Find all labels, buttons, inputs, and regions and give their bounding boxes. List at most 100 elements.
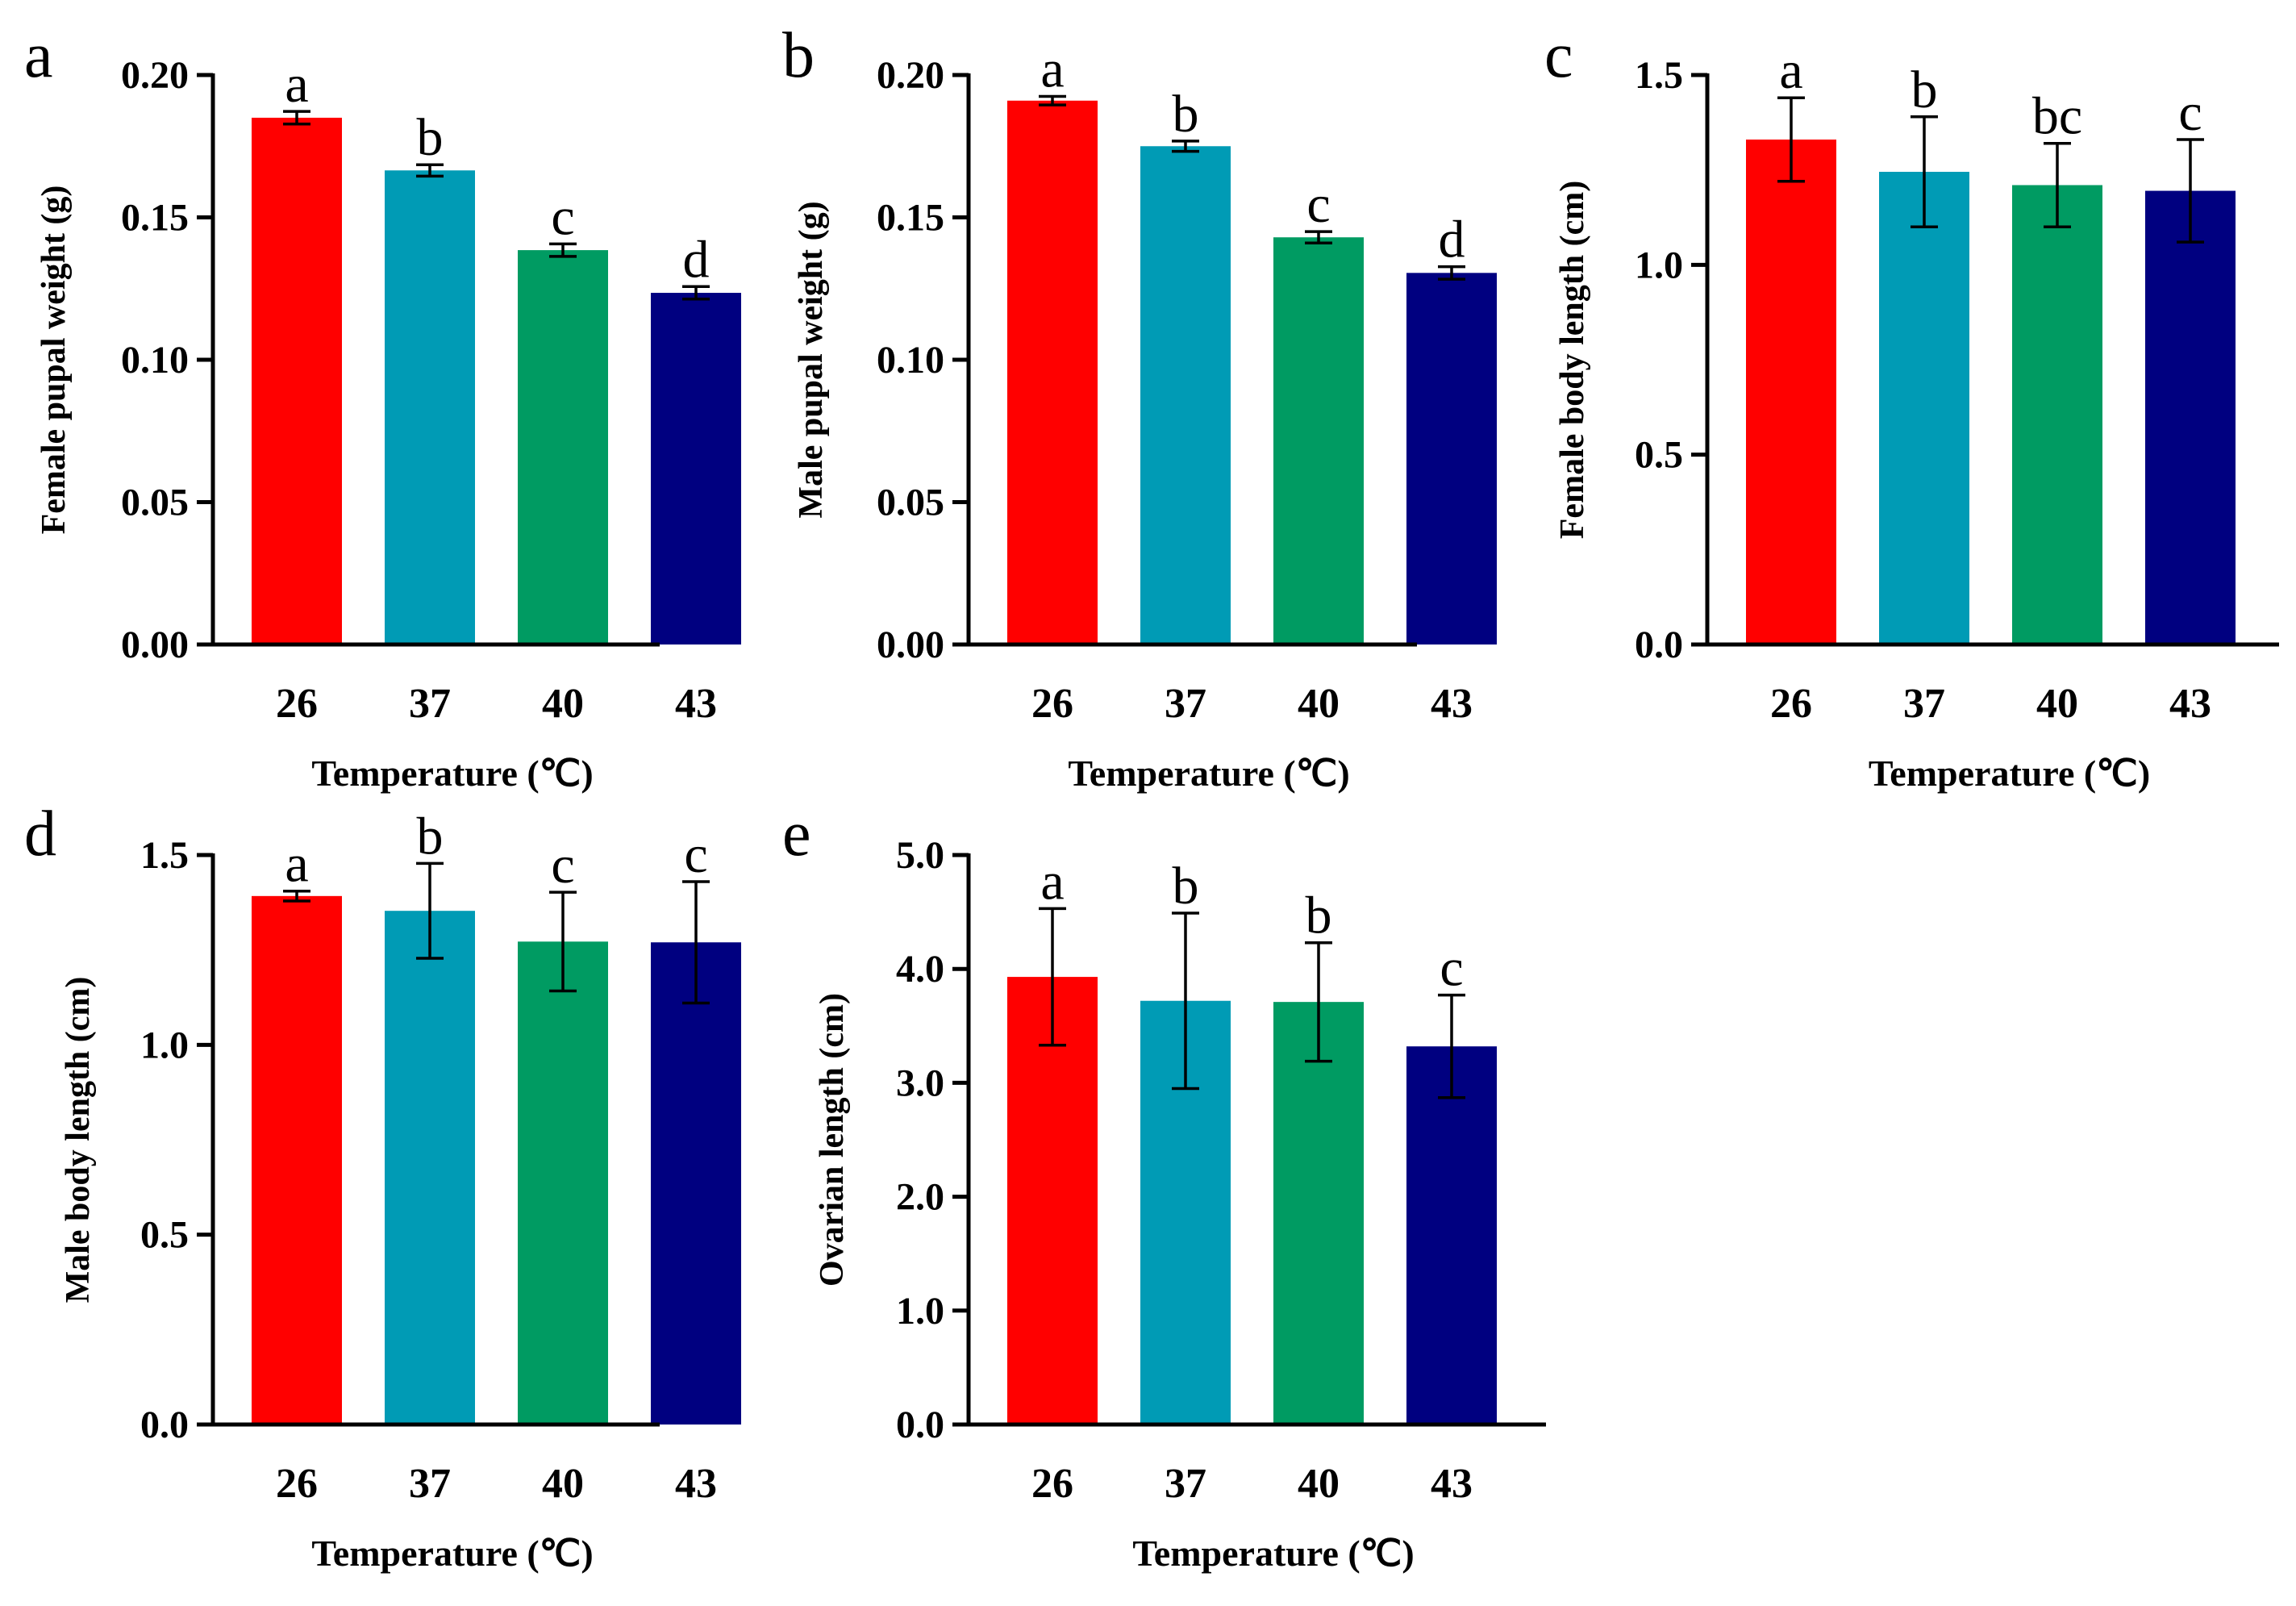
bar-e-40 (1273, 1002, 1364, 1425)
x-tick-label: 37 (1903, 681, 1945, 727)
y-tick-label: 0.10 (121, 339, 189, 382)
x-tick-label: 37 (1165, 1461, 1206, 1507)
bar-a-40 (518, 250, 608, 644)
x-tick-label: 43 (1431, 1461, 1473, 1507)
x-tick-label: 37 (409, 1461, 451, 1507)
y-tick-label: 0.15 (121, 197, 189, 240)
significance-label: b (417, 108, 444, 167)
y-tick-label: 0.05 (877, 482, 944, 524)
x-tick-label: 43 (1431, 681, 1473, 727)
y-tick-label: 2.0 (896, 1176, 944, 1219)
significance-label: c (1440, 939, 1463, 998)
x-tick-label: 26 (1031, 681, 1073, 727)
y-tick-label: 0.15 (877, 197, 944, 240)
y-tick-label: 0.5 (140, 1214, 189, 1257)
x-tick-label: 26 (1770, 681, 1812, 727)
bar-a-43 (651, 293, 741, 644)
y-tick-label: 3.0 (896, 1062, 944, 1104)
x-axis-title: Temperature (℃) (311, 753, 593, 794)
bar-d-43 (651, 942, 741, 1425)
y-tick-label: 1.0 (896, 1290, 944, 1333)
panel-b: b Male pupal weight (g) a 26 b 37 c 40 d 43 0.00 0.… (782, 20, 1497, 794)
y-axis-title: Male body length (cm) (60, 977, 97, 1304)
panel-c: c Female body length (cm) a 26 b 37 bc 40 c 43 0.0… (1544, 20, 2279, 794)
y-tick-label: 0.00 (121, 624, 189, 666)
bar-a-37 (385, 170, 475, 644)
significance-label: d (1439, 211, 1465, 269)
y-tick-label: 1.5 (140, 834, 189, 877)
x-axis-title: Temperature (℃) (1068, 753, 1349, 794)
significance-label: c (551, 187, 574, 246)
y-tick-label: 5.0 (896, 834, 944, 877)
bar-b-43 (1406, 273, 1497, 644)
significance-label: b (1306, 886, 1332, 945)
significance-label: b (1173, 857, 1199, 916)
y-axis-title: Ovarian length (cm) (814, 993, 851, 1287)
y-tick-label: 0.20 (121, 54, 189, 97)
significance-label: a (1040, 852, 1064, 911)
panel-letter: c (1544, 20, 1573, 91)
y-tick-label: 1.0 (140, 1024, 189, 1066)
significance-label: c (684, 825, 707, 884)
significance-label: a (285, 835, 308, 894)
significance-label: c (1306, 175, 1330, 234)
bar-c-40 (2012, 185, 2102, 644)
x-tick-label: 40 (542, 681, 584, 727)
panel-d: d Male body length (cm) a 26 b 37 c 40 c 43 0.0 0.5… (24, 799, 741, 1574)
y-tick-label: 0.10 (877, 339, 944, 382)
significance-label: b (1173, 85, 1199, 144)
x-tick-label: 37 (1165, 681, 1206, 727)
y-tick-label: 1.0 (1635, 244, 1683, 286)
significance-label: b (1911, 60, 1938, 119)
significance-label: b (417, 807, 444, 866)
x-axis-title: Temperature (℃) (1132, 1533, 1414, 1574)
bar-c-26 (1746, 140, 1836, 644)
y-tick-label: 0.0 (1635, 624, 1683, 666)
bar-c-37 (1879, 172, 1969, 644)
x-tick-label: 43 (675, 1461, 717, 1507)
panel-letter: b (782, 20, 815, 91)
figure: aFemale pupal weight (g)a26b37c40d430.00… (0, 0, 2296, 1606)
bar-a-26 (252, 118, 342, 644)
significance-label: a (1779, 41, 1802, 100)
bar-e-43 (1406, 1046, 1497, 1425)
significance-label: c (551, 836, 574, 895)
bar-c-43 (2145, 191, 2236, 644)
x-tick-label: 40 (2036, 681, 2078, 727)
bar-d-40 (518, 941, 608, 1425)
bar-d-37 (385, 911, 475, 1425)
y-tick-label: 0.0 (140, 1404, 189, 1446)
bar-b-40 (1273, 237, 1364, 644)
y-axis-title: Female body length (cm) (1554, 181, 1591, 539)
x-tick-label: 26 (276, 681, 318, 727)
x-tick-label: 43 (2169, 681, 2211, 727)
y-tick-label: 0.5 (1635, 434, 1683, 477)
panel-letter: d (24, 799, 56, 870)
bar-b-26 (1007, 101, 1098, 644)
significance-label: c (2178, 83, 2202, 142)
y-tick-label: 1.5 (1635, 54, 1683, 97)
x-tick-label: 26 (276, 1461, 318, 1507)
significance-label: a (1040, 40, 1064, 98)
x-tick-label: 40 (1298, 681, 1340, 727)
x-axis-title: Temperature (℃) (311, 1533, 593, 1574)
y-axis-title: Male pupal weight (g) (793, 201, 830, 518)
y-tick-label: 0.00 (877, 624, 944, 666)
panel-letter: e (782, 799, 811, 870)
panel-letter: a (24, 20, 53, 91)
x-tick-label: 26 (1031, 1461, 1073, 1507)
x-tick-label: 40 (1298, 1461, 1340, 1507)
bar-d-26 (252, 896, 342, 1425)
panel-e: e Ovarian length (cm) a 26 b 37 b 40 c 43 0.0 1.0 2.… (782, 799, 1546, 1574)
y-tick-label: 0.0 (896, 1404, 944, 1446)
x-tick-label: 37 (409, 681, 451, 727)
x-tick-label: 40 (542, 1461, 584, 1507)
significance-label: bc (2032, 87, 2082, 146)
panel-a: a Female pupal weight (g) a 26 b 37 c 40 d 43 0.00… (24, 20, 741, 794)
y-tick-label: 4.0 (896, 948, 944, 991)
y-tick-label: 0.05 (121, 482, 189, 524)
significance-label: d (683, 230, 710, 289)
x-tick-label: 43 (675, 681, 717, 727)
bar-b-37 (1140, 146, 1231, 644)
significance-label: a (285, 55, 308, 114)
